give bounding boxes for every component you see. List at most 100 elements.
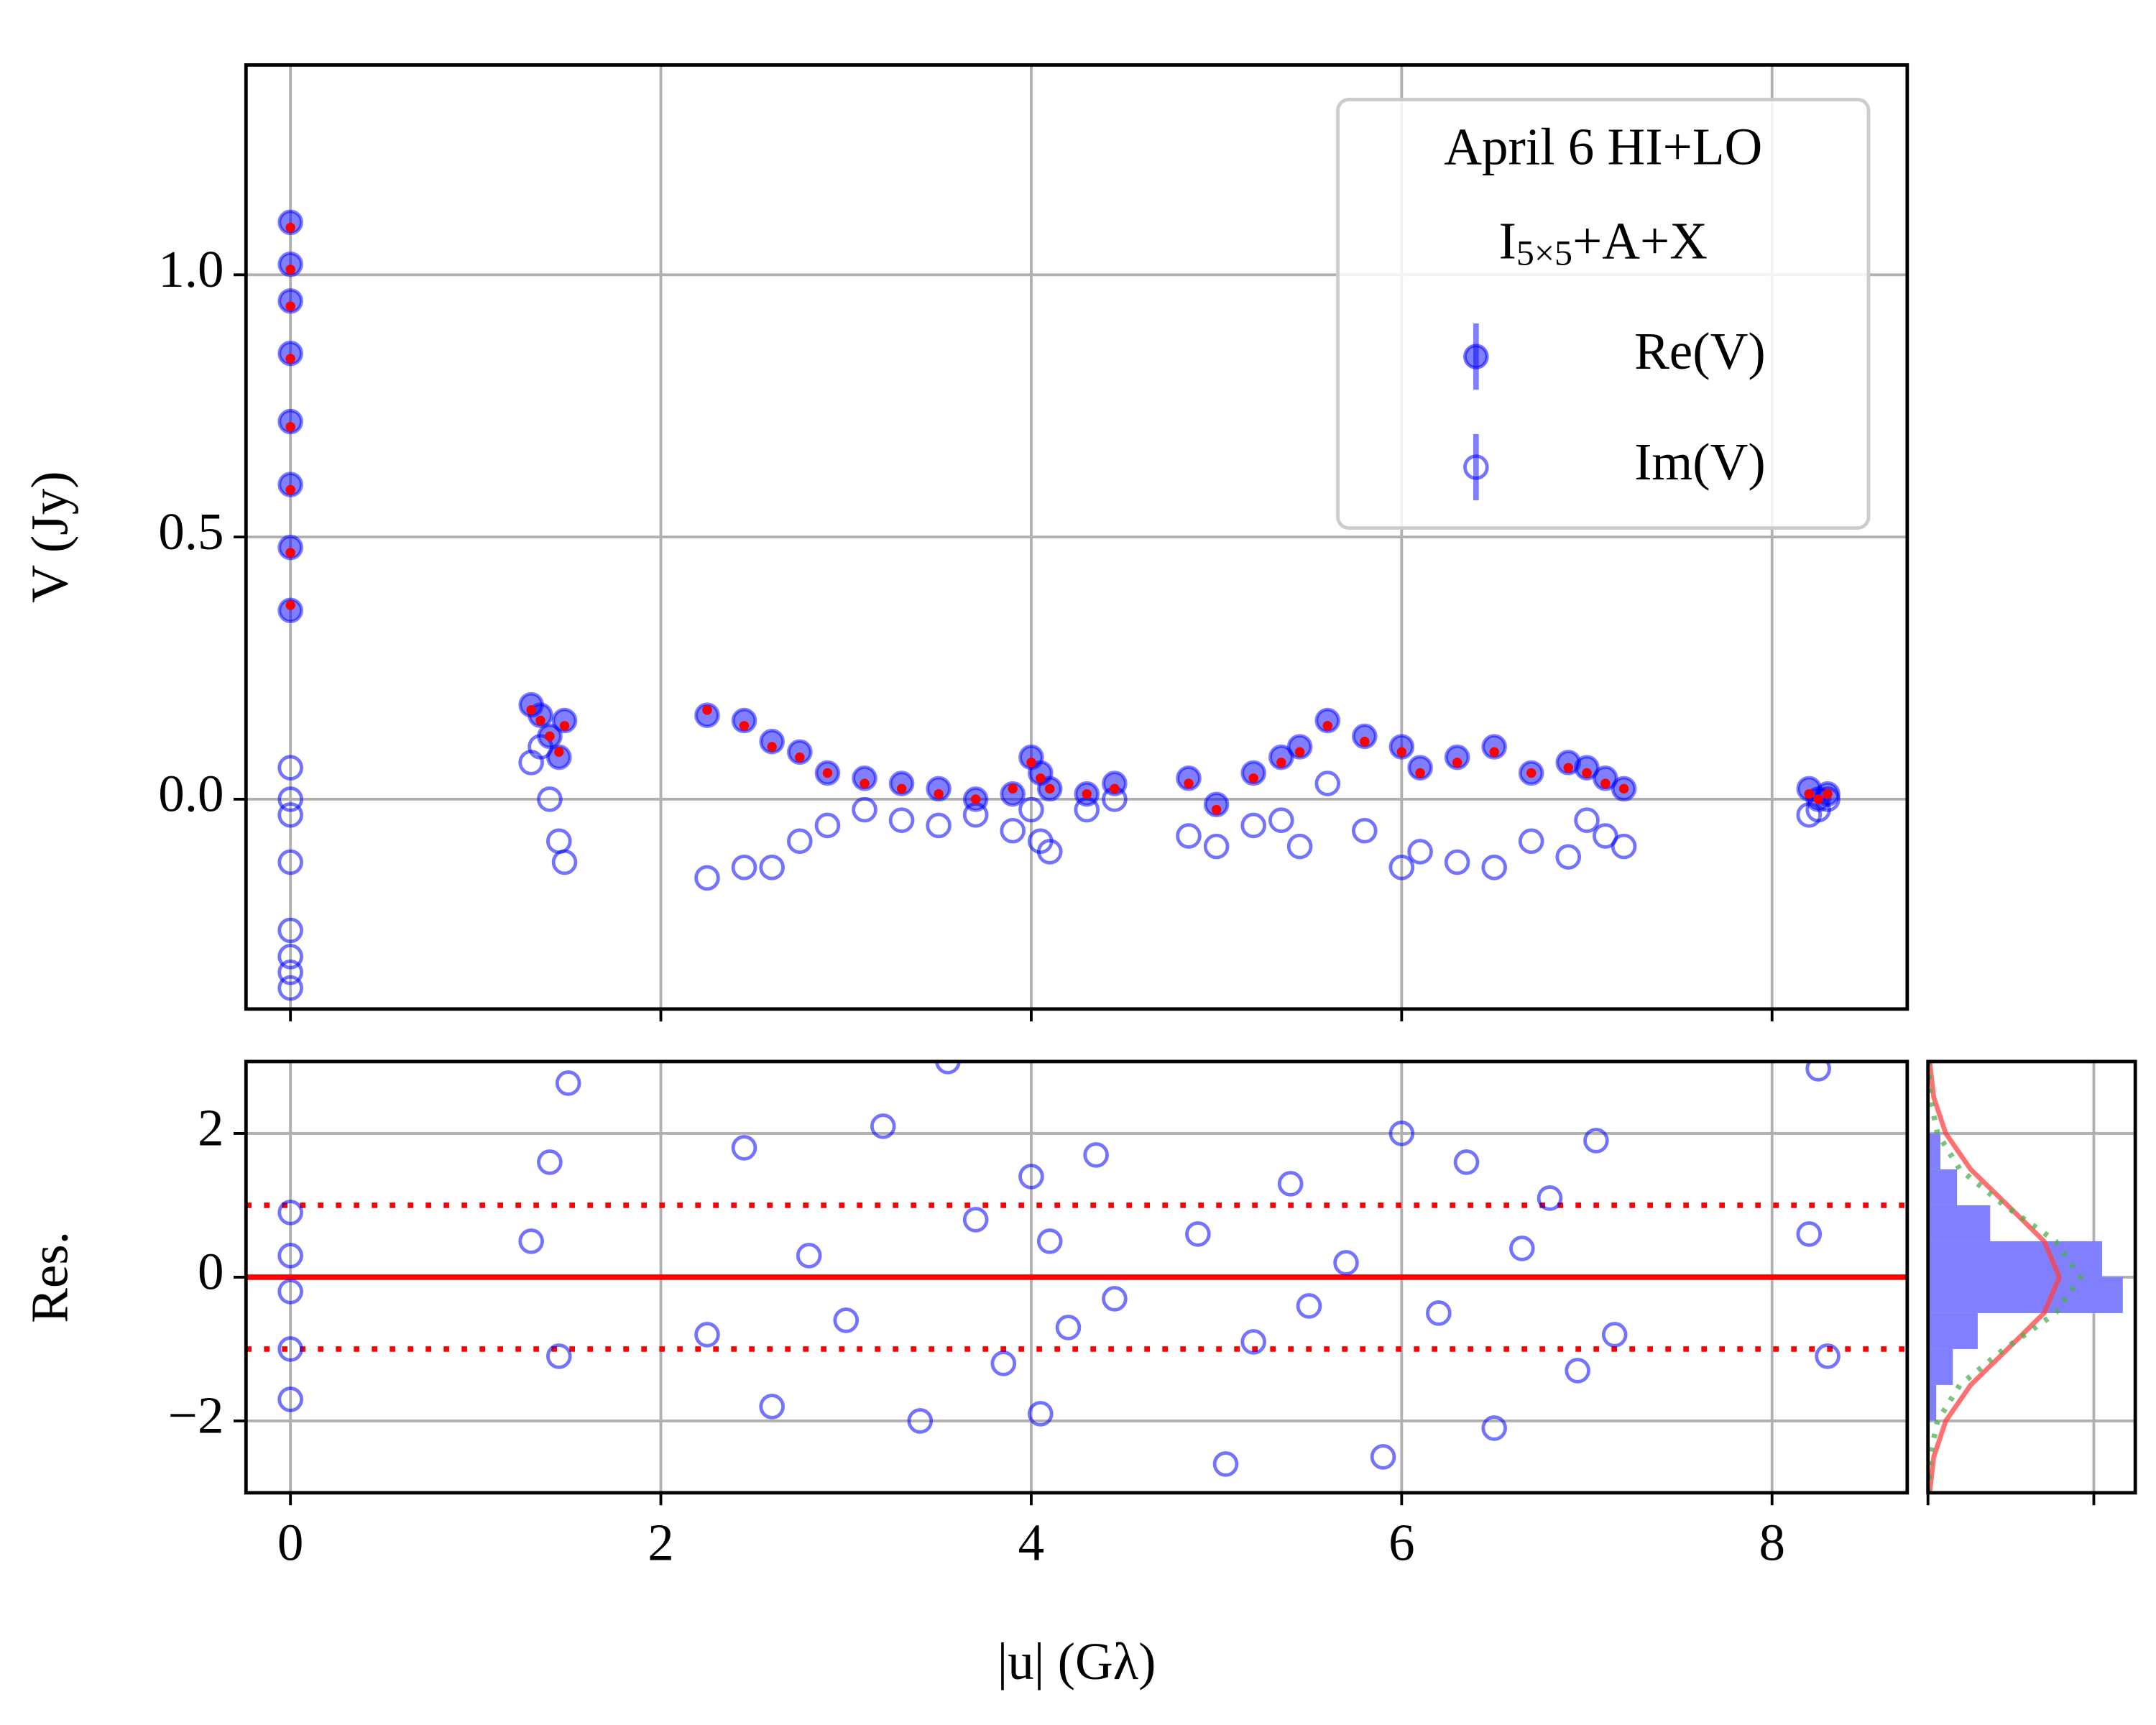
data-point <box>1593 765 1618 791</box>
data-point <box>1008 783 1018 794</box>
x-tick-label: 6 <box>1388 1514 1415 1572</box>
data-point <box>694 702 720 729</box>
data-point <box>1018 1164 1044 1190</box>
data-point <box>537 1149 563 1175</box>
data-point <box>1018 796 1044 823</box>
y-tick-label: 0 <box>198 1243 224 1301</box>
data-point <box>1574 807 1600 833</box>
data-point <box>277 288 303 314</box>
data-point <box>1796 1221 1823 1247</box>
data-point <box>1415 768 1425 778</box>
data-point <box>285 222 295 233</box>
x-tick-label: 0 <box>277 1514 304 1572</box>
data-point <box>537 786 563 812</box>
y-tick-label: 0.5 <box>158 502 224 561</box>
hist-bar <box>1927 1312 1978 1349</box>
data-point <box>1582 768 1592 778</box>
data-point <box>731 1135 757 1161</box>
data-point <box>1618 783 1629 794</box>
data-point <box>277 534 303 561</box>
data-point <box>1102 1286 1128 1312</box>
data-point <box>860 778 870 788</box>
y-tick-label: 0.0 <box>158 765 224 823</box>
data-point <box>833 1307 860 1333</box>
data-point <box>731 707 757 734</box>
data-point <box>518 1228 544 1254</box>
data-point <box>1444 744 1470 770</box>
x-axis-label: |u| (Gλ) <box>998 1632 1156 1690</box>
legend-subtitle-part: +A+X <box>1572 211 1708 270</box>
data-point <box>555 1070 581 1096</box>
data-point <box>870 1113 896 1139</box>
data-point <box>1555 844 1582 870</box>
data-point <box>1028 1401 1054 1427</box>
data-point <box>1176 823 1202 849</box>
data-point <box>1426 1300 1452 1326</box>
data-point <box>1593 823 1618 849</box>
data-point <box>1823 788 1833 799</box>
data-point <box>1036 1228 1063 1254</box>
data-point <box>702 705 712 715</box>
data-point <box>1805 1061 1831 1082</box>
data-point <box>551 849 578 875</box>
data-point <box>277 849 303 875</box>
hist-bar <box>1927 1133 1940 1169</box>
data-point <box>1481 1415 1507 1441</box>
data-point <box>277 1243 303 1269</box>
data-point <box>1036 839 1063 865</box>
data-point <box>934 788 944 799</box>
data-point <box>1268 744 1294 770</box>
x-tick-label: 8 <box>1759 1514 1785 1572</box>
data-point <box>990 1351 1017 1376</box>
hist-bar <box>1927 1241 2102 1277</box>
hist-bar <box>1927 1276 2123 1313</box>
data-point <box>852 765 877 791</box>
data-point <box>1110 783 1120 794</box>
data-point <box>731 855 757 880</box>
legend-marker <box>1463 344 1489 369</box>
y-axis-label: Res. <box>21 1231 79 1323</box>
data-point <box>285 600 295 610</box>
data-point <box>1813 794 1823 804</box>
data-point <box>1407 839 1433 865</box>
density-curve <box>1927 1061 2063 1493</box>
data-point <box>1388 734 1415 760</box>
y-tick-label: 2 <box>198 1099 224 1157</box>
data-point <box>739 721 750 731</box>
data-point <box>546 744 572 770</box>
data-point <box>277 1279 303 1305</box>
data-point <box>1203 791 1230 818</box>
data-point <box>759 728 785 755</box>
data-point <box>526 705 536 715</box>
data-point <box>528 734 553 760</box>
data-point <box>277 755 303 781</box>
data-point <box>1360 736 1370 747</box>
data-point <box>285 422 295 432</box>
data-point <box>1481 734 1507 760</box>
x-tick-label: 2 <box>648 1514 674 1572</box>
data-point <box>888 770 915 796</box>
data-point <box>1212 1451 1239 1477</box>
data-point <box>852 796 877 823</box>
data-point <box>1240 760 1266 786</box>
density-curve <box>1927 1061 2084 1493</box>
data-point <box>795 752 805 763</box>
data-point <box>1083 1142 1109 1168</box>
data-point <box>554 747 564 758</box>
data-point <box>1804 788 1814 799</box>
data-point <box>1600 778 1611 788</box>
data-point <box>1000 817 1026 844</box>
data-point <box>1240 1329 1266 1355</box>
data-point <box>1314 770 1341 796</box>
data-point <box>759 855 785 880</box>
legend-label: Re(V) <box>1634 322 1766 380</box>
data-point <box>896 783 907 794</box>
hist-bar <box>1927 1205 1991 1241</box>
data-point <box>1611 833 1637 860</box>
plot-area <box>246 1061 1907 1477</box>
data-point <box>907 1408 934 1434</box>
data-point <box>1268 807 1294 833</box>
data-point <box>545 731 555 742</box>
data-point <box>277 597 303 624</box>
